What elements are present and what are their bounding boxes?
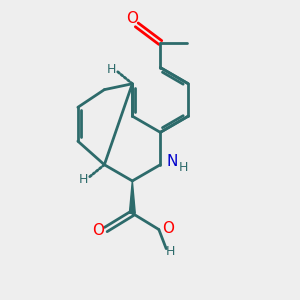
Polygon shape xyxy=(129,181,135,213)
Text: O: O xyxy=(92,224,104,238)
Text: O: O xyxy=(162,220,174,236)
Text: N: N xyxy=(167,154,178,169)
Text: H: H xyxy=(79,173,88,186)
Text: O: O xyxy=(126,11,138,26)
Text: H: H xyxy=(178,160,188,174)
Text: H: H xyxy=(166,245,175,258)
Text: H: H xyxy=(107,62,116,76)
